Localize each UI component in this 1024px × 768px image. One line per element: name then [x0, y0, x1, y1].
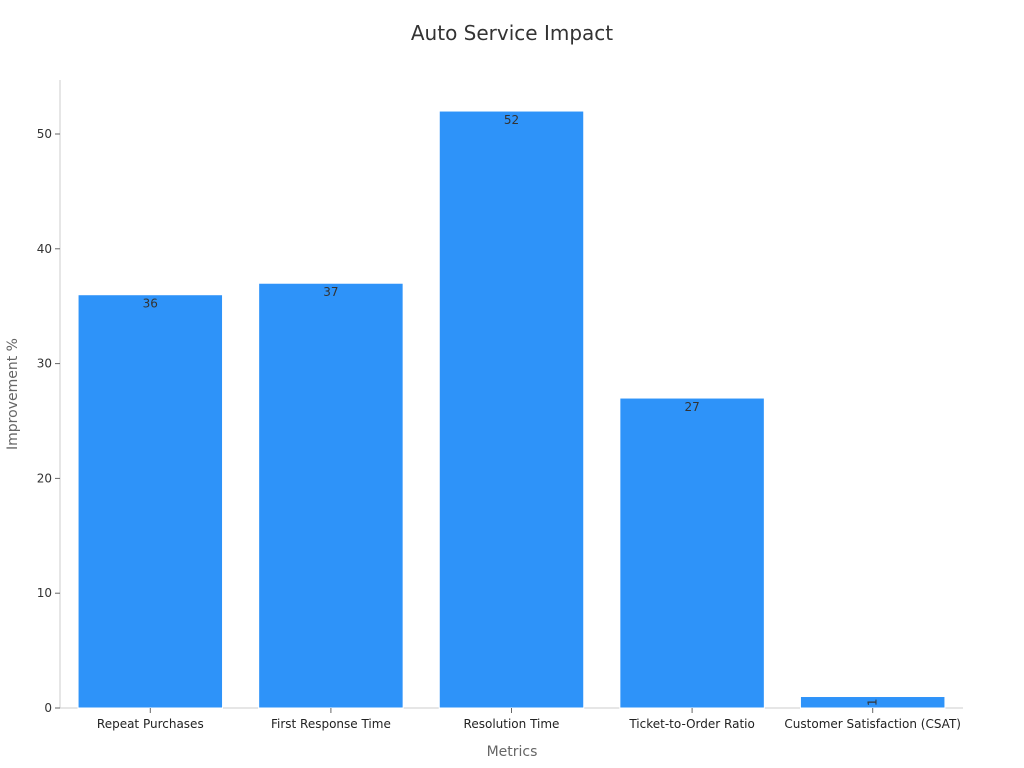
y-tick-label: 30	[37, 357, 52, 371]
x-tick-label: First Response Time	[271, 717, 391, 731]
y-axis-label: Improvement %	[5, 338, 21, 450]
y-tick-label: 50	[37, 127, 52, 141]
x-tick-label: Resolution Time	[464, 717, 560, 731]
bar	[258, 282, 404, 709]
x-axis-ticks: Repeat Purchases First Response Time Resol…	[97, 708, 961, 731]
bar	[619, 397, 765, 709]
x-tick-label: Repeat Purchases	[97, 717, 204, 731]
data-label: 52	[504, 113, 519, 127]
y-tick-label: 0	[44, 701, 52, 715]
bars: 36 37 52 27 1	[77, 110, 946, 709]
data-label: 37	[323, 285, 338, 299]
y-tick-label: 20	[37, 471, 52, 485]
x-tick-label: Ticket-to-Order Ratio	[628, 717, 755, 731]
data-label: 1	[866, 698, 880, 706]
x-tick-label: Customer Satisfaction (CSAT)	[784, 717, 961, 731]
data-label: 36	[143, 297, 158, 311]
bar	[77, 294, 224, 709]
x-axis-label: Metrics	[487, 744, 538, 760]
y-axis-ticks: 0 10 20 30 40 50	[37, 127, 60, 715]
bar	[438, 110, 585, 709]
data-label: 27	[684, 400, 699, 414]
chart-title: Auto Service Impact	[411, 21, 613, 45]
y-tick-label: 10	[37, 586, 52, 600]
y-tick-label: 40	[37, 242, 52, 256]
